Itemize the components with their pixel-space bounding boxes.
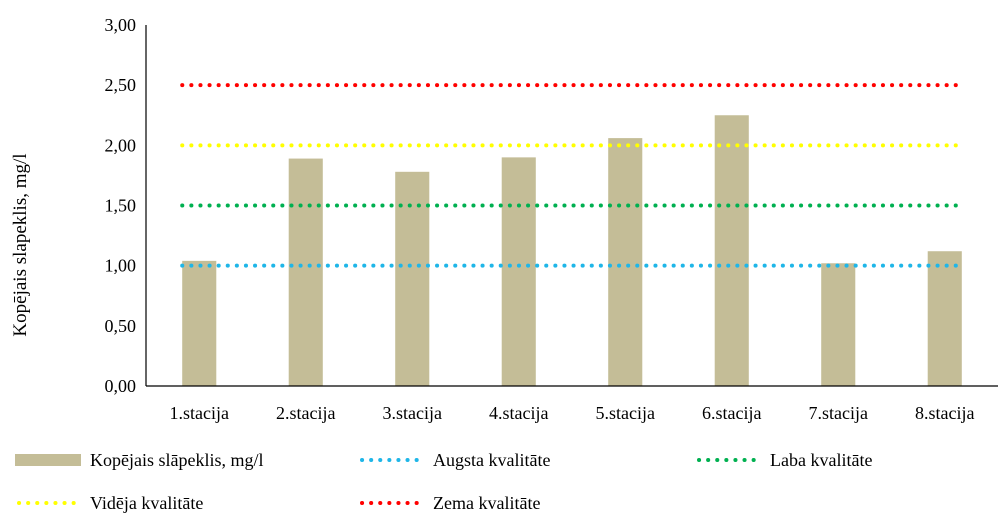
bar-1.stacija xyxy=(182,260,217,386)
y-tick-label: 1,50 xyxy=(105,196,137,216)
x-axis-ticks: 1.stacija 2.stacija 3.stacija 4.stacija 5.st… xyxy=(170,403,975,423)
bar-8.stacija xyxy=(927,251,962,386)
x-tick-label: 4.stacija xyxy=(489,403,548,423)
threshold-lines xyxy=(180,83,964,268)
legend-item: Laba kvalitāte xyxy=(697,450,872,470)
legend-label: Kopējais slāpeklis, mg/l xyxy=(90,450,263,470)
y-tick-label: 2,00 xyxy=(105,135,137,155)
bar-2.stacija xyxy=(288,158,323,386)
legend-label: Vidēja kvalitāte xyxy=(90,493,203,513)
legend-item: Vidēja kvalitāte xyxy=(17,493,203,513)
y-tick-label: 2,50 xyxy=(105,75,137,95)
bar-3.stacija xyxy=(395,171,430,386)
y-tick-label: 0,00 xyxy=(105,376,137,396)
legend-item: Kopējais slāpeklis, mg/l xyxy=(15,450,263,470)
legend-label: Augsta kvalitāte xyxy=(433,450,550,470)
y-tick-label: 0,50 xyxy=(105,316,137,336)
y-axis-ticks: 0,00 0,50 1,00 1,50 2,00 2,50 3,00 xyxy=(105,15,137,396)
x-tick-label: 8.stacija xyxy=(915,403,974,423)
bar-7.stacija xyxy=(821,263,856,386)
y-tick-label: 1,00 xyxy=(105,256,137,276)
y-axis-title: Kopējais slapeklis, mg/l xyxy=(10,153,31,336)
legend-swatch xyxy=(15,454,81,466)
y-tick-label: 3,00 xyxy=(105,15,137,35)
x-tick-label: 6.stacija xyxy=(702,403,761,423)
bar-5.stacija xyxy=(608,138,643,386)
legend-item: Augsta kvalitāte xyxy=(360,450,550,470)
bar-4.stacija xyxy=(501,157,536,386)
legend-label: Zema kvalitāte xyxy=(433,493,540,513)
legend-item: Zema kvalitāte xyxy=(360,493,540,513)
legend: Kopējais slāpeklis, mg/l Augsta kvalitāte… xyxy=(15,450,872,513)
axes xyxy=(145,25,998,387)
x-tick-label: 3.stacija xyxy=(383,403,442,423)
x-tick-label: 7.stacija xyxy=(809,403,868,423)
x-tick-label: 2.stacija xyxy=(276,403,335,423)
bars xyxy=(182,115,962,386)
bar-6.stacija xyxy=(714,115,749,386)
legend-label: Laba kvalitāte xyxy=(770,450,872,470)
x-tick-label: 1.stacija xyxy=(170,403,229,423)
x-tick-label: 5.stacija xyxy=(596,403,655,423)
